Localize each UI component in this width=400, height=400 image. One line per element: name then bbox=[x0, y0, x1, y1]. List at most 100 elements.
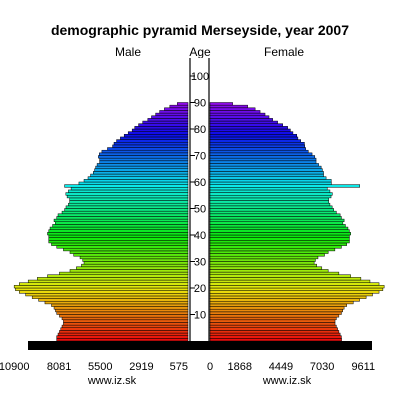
male-bar-age-29 bbox=[83, 261, 189, 265]
male-bar-age-66 bbox=[96, 163, 189, 167]
male-bar-age-58 bbox=[64, 184, 189, 188]
female-bar-age-74 bbox=[209, 142, 305, 146]
female-bar-age-3 bbox=[209, 330, 340, 334]
male-bar-age-61 bbox=[87, 176, 189, 180]
male-bar-age-62 bbox=[90, 173, 189, 177]
male-bar-age-80 bbox=[134, 126, 189, 130]
male-bar-age-33 bbox=[69, 250, 189, 254]
male-bar-age-13 bbox=[51, 303, 189, 307]
male-tick-3: 2919 bbox=[129, 361, 153, 373]
male-bar-age-55 bbox=[65, 192, 189, 196]
female-bar-age-82 bbox=[209, 120, 278, 124]
female-bar-age-29 bbox=[209, 261, 315, 265]
female-bar-age-79 bbox=[209, 128, 291, 132]
male-bar-age-74 bbox=[113, 142, 189, 146]
age-tick-label-20: 20 bbox=[194, 283, 206, 295]
female-bar-age-25 bbox=[209, 271, 340, 276]
female-bar-age-66 bbox=[209, 163, 319, 167]
male-bar-age-3 bbox=[59, 330, 189, 334]
male-bar-age-84 bbox=[151, 115, 189, 119]
male-bar-age-11 bbox=[55, 308, 189, 313]
male-bar-age-31 bbox=[79, 255, 189, 260]
male-bar-age-21 bbox=[19, 282, 189, 286]
female-bar-age-78 bbox=[209, 131, 294, 135]
male-bar-age-88 bbox=[169, 104, 189, 109]
male-bar-age-22 bbox=[27, 279, 189, 283]
male-bar-age-75 bbox=[116, 139, 189, 143]
female-bar-age-12 bbox=[209, 306, 345, 310]
male-bar-age-30 bbox=[82, 258, 189, 262]
male-bar-age-42 bbox=[49, 226, 189, 230]
male-bar-age-38 bbox=[48, 237, 189, 241]
male-tick-4: 575 bbox=[170, 361, 188, 373]
female-bar-age-38 bbox=[209, 237, 350, 241]
male-bar-age-51 bbox=[68, 202, 189, 207]
female-bar-age-8 bbox=[209, 316, 337, 321]
male-bar-age-53 bbox=[69, 197, 189, 201]
male-bar-age-12 bbox=[53, 306, 189, 310]
female-tick-0: 0 bbox=[207, 361, 213, 373]
female-bar-age-56 bbox=[209, 189, 331, 193]
female-bar-age-30 bbox=[209, 258, 316, 262]
male-bar-age-48 bbox=[61, 210, 189, 215]
female-bar-age-57 bbox=[209, 187, 328, 191]
female-bar-age-61 bbox=[209, 176, 327, 180]
male-bar-age-64 bbox=[94, 168, 189, 172]
male-bar-age-50 bbox=[65, 205, 189, 209]
male-bar-age-89 bbox=[177, 102, 189, 106]
female-bar-age-32 bbox=[209, 253, 325, 257]
female-bar-age-43 bbox=[209, 224, 346, 228]
female-bar-age-11 bbox=[209, 308, 343, 313]
male-bar-age-24 bbox=[47, 274, 189, 278]
female-tick-1: 1868 bbox=[228, 361, 252, 373]
male-bar-age-2 bbox=[57, 332, 189, 336]
female-bar-age-27 bbox=[209, 266, 323, 270]
female-bar-age-17 bbox=[209, 293, 373, 297]
age-tick-labels: 10 20 30 40 50 60 70 80 90 100 bbox=[190, 71, 209, 322]
age-axis-strip bbox=[188, 58, 212, 342]
age-tick-label-10: 10 bbox=[194, 310, 206, 322]
female-bar-age-23 bbox=[209, 277, 362, 281]
female-bar-age-65 bbox=[209, 165, 322, 170]
male-bar-age-86 bbox=[159, 110, 189, 114]
female-bar-age-77 bbox=[209, 134, 298, 138]
age-tick-label-80: 80 bbox=[194, 124, 206, 136]
male-bar-age-72 bbox=[107, 147, 189, 151]
male-bar-age-37 bbox=[48, 240, 189, 244]
female-bar-age-41 bbox=[209, 229, 350, 233]
male-bar-age-10 bbox=[56, 311, 189, 315]
female-bar-age-67 bbox=[209, 160, 317, 164]
female-bar-age-73 bbox=[209, 144, 305, 148]
age-tick-label-50: 50 bbox=[194, 204, 206, 216]
female-tick-3: 7030 bbox=[310, 361, 334, 373]
female-bar-age-1 bbox=[209, 335, 342, 339]
female-bar-age-4 bbox=[209, 327, 338, 331]
female-bar-age-37 bbox=[209, 240, 350, 244]
male-bar-age-69 bbox=[98, 155, 189, 159]
female-bar-age-48 bbox=[209, 210, 337, 215]
female-bars bbox=[209, 102, 385, 342]
male-bar-age-19 bbox=[15, 287, 189, 291]
female-bar-age-68 bbox=[209, 157, 317, 162]
male-bar-age-68 bbox=[99, 157, 189, 162]
male-bar-age-18 bbox=[19, 290, 189, 294]
female-bar-age-59 bbox=[209, 181, 332, 185]
female-bar-age-22 bbox=[209, 279, 371, 283]
female-label: Female bbox=[264, 45, 304, 59]
male-bar-age-41 bbox=[48, 229, 189, 233]
female-bar-age-35 bbox=[209, 245, 342, 249]
male-bar-age-44 bbox=[55, 221, 189, 225]
male-bar-age-83 bbox=[147, 118, 189, 122]
male-bar-age-26 bbox=[69, 269, 189, 273]
male-bars bbox=[13, 102, 189, 342]
female-bar-age-15 bbox=[209, 298, 360, 302]
female-bar-age-71 bbox=[209, 149, 309, 154]
male-bar-age-25 bbox=[59, 271, 189, 276]
male-tick-2: 5500 bbox=[88, 361, 112, 373]
male-bar-age-1 bbox=[56, 335, 189, 339]
female-bar-age-14 bbox=[209, 301, 354, 305]
male-tick-0: 10900 bbox=[0, 361, 29, 373]
female-bar-age-89 bbox=[209, 102, 233, 106]
source-left: www.iz.sk bbox=[87, 375, 137, 387]
male-bar-age-6 bbox=[63, 322, 189, 326]
